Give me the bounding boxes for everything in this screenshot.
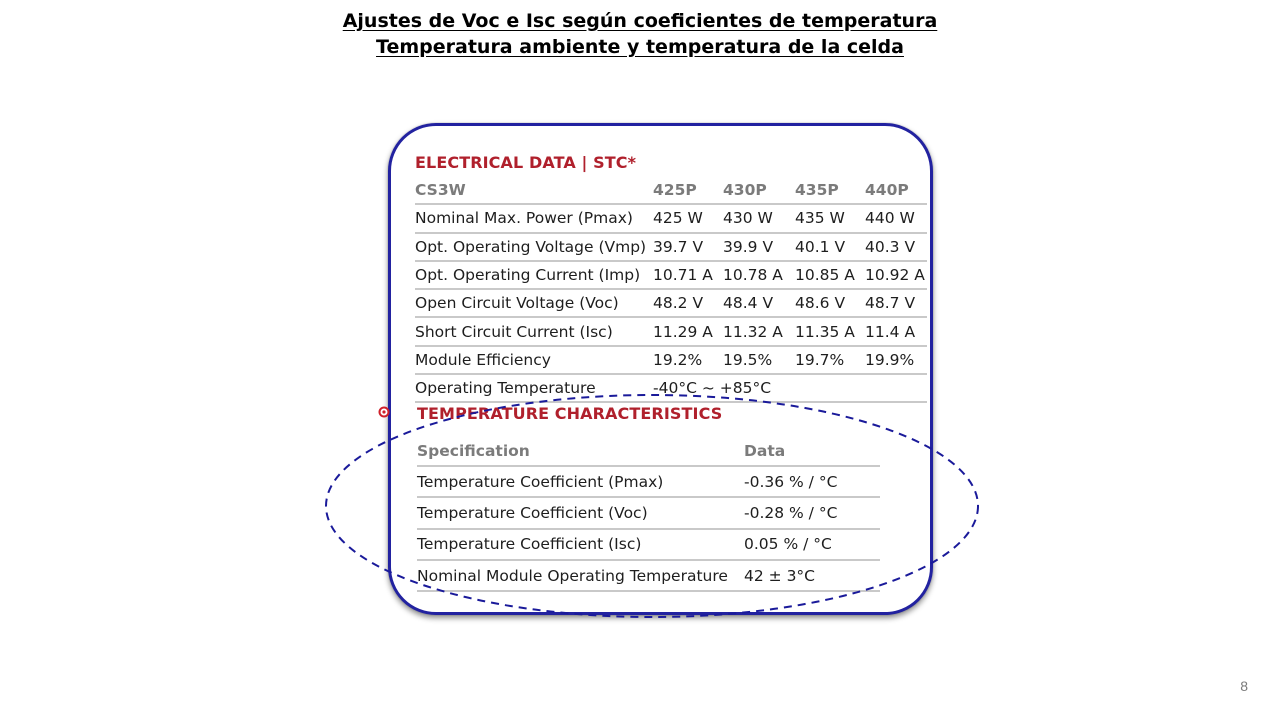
cell-value: 48.7 V xyxy=(865,289,927,319)
column-header: 425P xyxy=(653,177,723,206)
electrical-data-heading: ELECTRICAL DATA | STC* xyxy=(415,153,637,172)
column-header: Data xyxy=(744,437,880,467)
table-row: Open Circuit Voltage (Voc) 48.2 V 48.4 V… xyxy=(415,289,927,319)
cell-value: 19.7% xyxy=(795,345,865,376)
table-row: Temperature Coefficient (Voc) -0.28 % / … xyxy=(417,497,880,530)
cell-value: 11.29 A xyxy=(653,317,723,347)
cell-value: 48.4 V xyxy=(723,289,795,319)
cell-value: 19.5% xyxy=(723,345,795,376)
table-row: Short Circuit Current (Isc) 11.29 A 11.3… xyxy=(415,317,927,347)
column-header: 430P xyxy=(723,177,795,206)
slide-title-line-2: Temperatura ambiente y temperatura de la… xyxy=(376,36,904,58)
table-row: Temperature Coefficient (Pmax) -0.36 % /… xyxy=(417,466,880,499)
cell-value: 48.6 V xyxy=(795,289,865,319)
cell-value: 48.2 V xyxy=(653,289,723,319)
table-row: Nominal Max. Power (Pmax) 425 W 430 W 43… xyxy=(415,204,927,234)
cell-value: 11.4 A xyxy=(865,317,927,347)
electrical-data-table: CS3W 425P 430P 435P 440P Nominal Max. Po… xyxy=(415,177,927,404)
highlight-ellipse xyxy=(325,394,979,618)
column-header: 440P xyxy=(865,177,927,206)
column-header: Specification xyxy=(417,437,744,467)
table-header-row: Specification Data xyxy=(417,437,880,467)
table-row: Opt. Operating Current (Imp) 10.71 A 10.… xyxy=(415,260,927,291)
cell-value: -40°C ~ +85°C xyxy=(653,374,927,404)
row-label: Temperature Coefficient (Isc) xyxy=(417,528,744,561)
row-label: Nominal Max. Power (Pmax) xyxy=(415,204,653,234)
table-header-row: CS3W 425P 430P 435P 440P xyxy=(415,177,927,206)
row-label: Operating Temperature xyxy=(415,374,653,404)
cell-value: 11.35 A xyxy=(795,317,865,347)
cell-value: 0.05 % / °C xyxy=(744,528,880,561)
table-row: Temperature Coefficient (Isc) 0.05 % / °… xyxy=(417,528,880,561)
cell-value: -0.28 % / °C xyxy=(744,497,880,530)
cell-value: 40.3 V xyxy=(865,232,927,262)
column-header: 435P xyxy=(795,177,865,206)
table-row: Nominal Module Operating Temperature 42 … xyxy=(417,559,880,593)
cell-value: 39.7 V xyxy=(653,232,723,262)
cell-value: -0.36 % / °C xyxy=(744,466,880,499)
row-label: Temperature Coefficient (Pmax) xyxy=(417,466,744,499)
cell-value: 425 W xyxy=(653,204,723,234)
temperature-characteristics-heading: TEMPERATURE CHARACTERISTICS xyxy=(417,404,723,423)
row-label: Open Circuit Voltage (Voc) xyxy=(415,289,653,319)
row-label: Short Circuit Current (Isc) xyxy=(415,317,653,347)
row-label: Temperature Coefficient (Voc) xyxy=(417,497,744,530)
table-row: Opt. Operating Voltage (Vmp) 39.7 V 39.9… xyxy=(415,232,927,262)
slide-title-line-1: Ajustes de Voc e Isc según coeficientes … xyxy=(342,10,938,32)
cell-value: 11.32 A xyxy=(723,317,795,347)
cell-value: 19.9% xyxy=(865,345,927,376)
cell-value: 42 ± 3°C xyxy=(744,559,880,593)
table-row: Module Efficiency 19.2% 19.5% 19.7% 19.9… xyxy=(415,345,927,376)
cell-value: 39.9 V xyxy=(723,232,795,262)
row-label: Module Efficiency xyxy=(415,345,653,376)
cell-value: 10.92 A xyxy=(865,260,927,291)
laser-pointer-dot xyxy=(378,406,390,418)
column-header: CS3W xyxy=(415,177,653,206)
temperature-characteristics-table: Specification Data Temperature Coefficie… xyxy=(417,437,880,593)
cell-value: 10.85 A xyxy=(795,260,865,291)
cell-value: 10.71 A xyxy=(653,260,723,291)
row-label: Opt. Operating Current (Imp) xyxy=(415,260,653,291)
cell-value: 435 W xyxy=(795,204,865,234)
slide-number: 8 xyxy=(1240,678,1248,694)
cell-value: 440 W xyxy=(865,204,927,234)
row-label: Nominal Module Operating Temperature xyxy=(417,559,744,593)
row-label: Opt. Operating Voltage (Vmp) xyxy=(415,232,653,262)
slide-title: Ajustes de Voc e Isc según coeficientes … xyxy=(0,8,1280,60)
cell-value: 19.2% xyxy=(653,345,723,376)
cell-value: 430 W xyxy=(723,204,795,234)
table-row: Operating Temperature -40°C ~ +85°C xyxy=(415,374,927,404)
cell-value: 10.78 A xyxy=(723,260,795,291)
cell-value: 40.1 V xyxy=(795,232,865,262)
